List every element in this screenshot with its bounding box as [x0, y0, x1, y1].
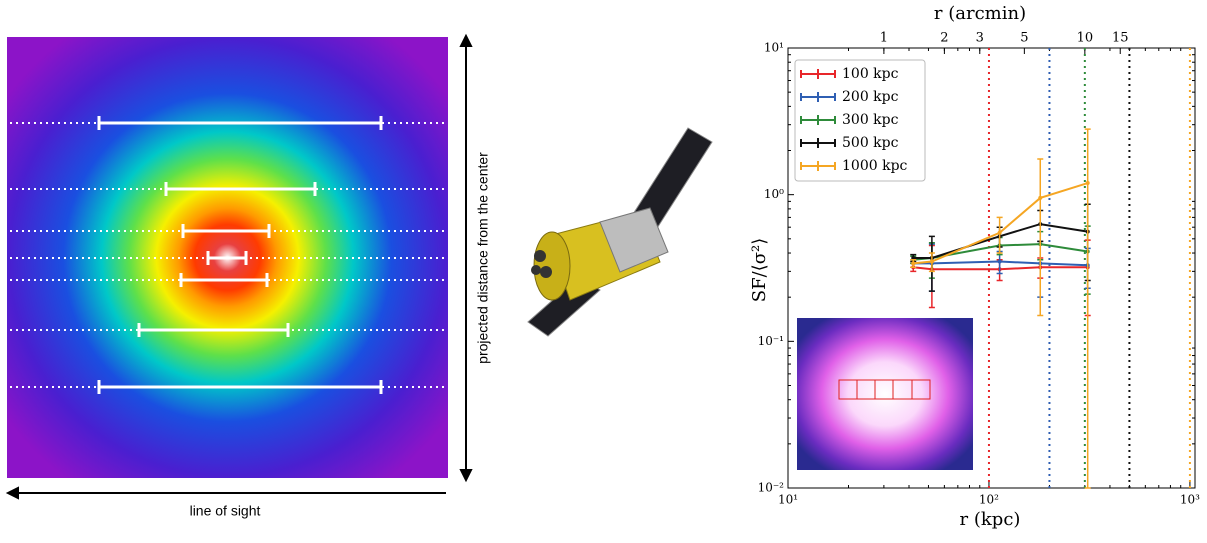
error-bar [1037, 158, 1044, 317]
arrows [5, 33, 473, 500]
y-tick-label: 10⁻¹ [758, 334, 784, 348]
y-axis-title: SF/⟨σ²⟩ [749, 238, 770, 302]
y-tick-label: 10⁰ [764, 187, 784, 201]
legend-label: 200 kpc [842, 89, 899, 105]
marker [1038, 195, 1043, 200]
marker [997, 259, 1002, 264]
satellite [527, 127, 713, 337]
legend-label: 300 kpc [842, 112, 899, 128]
legend-box [794, 59, 926, 182]
legend-label: 100 kpc [842, 66, 899, 82]
x2-tick-label: 2 [940, 31, 948, 46]
y-axis-label: projected distance from the center [475, 152, 491, 364]
x2-tick-label: 15 [1112, 31, 1129, 46]
x-axis-title: r (kpc) [960, 509, 1021, 530]
x-tick-label: 10³ [1180, 493, 1200, 507]
plot-frame [787, 47, 1196, 489]
marker [997, 230, 1002, 235]
legend-label: 1000 kpc [842, 158, 908, 174]
x2-tick-label: 1 [880, 31, 888, 46]
legend-swatch [800, 115, 836, 125]
error-bar [1084, 128, 1091, 489]
x2-tick-label: 10 [1077, 31, 1094, 46]
sight-lines [10, 116, 446, 394]
x-axis-label: line of sight [190, 503, 261, 519]
marker [929, 259, 934, 264]
y-tick-label: 10⁻² [758, 481, 785, 495]
legend-swatch [800, 92, 836, 102]
x-tick-label: 10² [979, 493, 999, 507]
marker [1085, 181, 1090, 186]
legend-swatch [800, 69, 836, 79]
x2-tick-label: 5 [1020, 31, 1028, 46]
legend-swatch [800, 161, 836, 171]
y-tick-label: 10¹ [764, 41, 784, 55]
legend-swatch [800, 138, 836, 148]
x2-tick-label: 3 [976, 31, 984, 46]
x-tick-label: 10¹ [778, 493, 798, 507]
x2-axis-title: r (arcmin) [934, 3, 1026, 24]
legend-label: 500 kpc [842, 135, 899, 151]
inset [797, 318, 973, 470]
error-bar [996, 216, 1003, 254]
marker [911, 261, 916, 266]
